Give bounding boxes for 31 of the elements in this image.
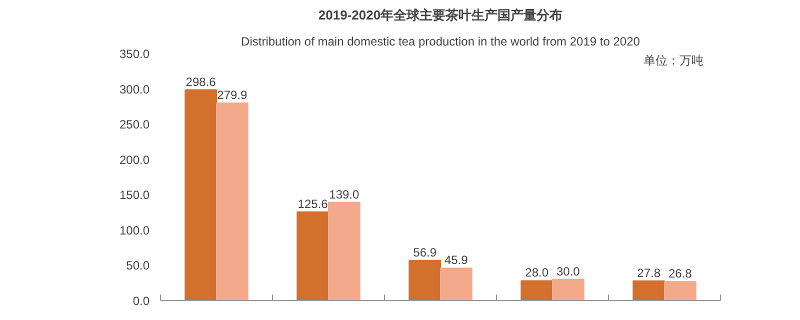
annotation: 单位：万吨: [644, 54, 704, 68]
data-label: 139.0: [329, 187, 360, 202]
chart-subtitle: Distribution of main domestic tea production in the world from 2019 to 2020: [241, 34, 640, 48]
bar: [216, 102, 248, 300]
data-label: 28.0: [525, 266, 549, 280]
bar: [296, 211, 329, 300]
data-label: 125.6: [298, 196, 328, 211]
data-label: 30.0: [556, 264, 580, 278]
y-tick-label: 0.0: [132, 294, 150, 308]
data-label: 56.9: [413, 245, 437, 260]
y-tick-label: 300.0: [119, 82, 150, 96]
data-label: 45.9: [444, 253, 468, 268]
bar: [664, 281, 696, 300]
y-tick-label: 100.0: [119, 223, 150, 238]
y-tick-label: 350.0: [119, 47, 150, 61]
y-tick-label: 50.0: [126, 258, 150, 273]
y-tick-label: 200.0: [119, 152, 150, 167]
data-label: 279.9: [217, 88, 248, 102]
data-label: 26.8: [668, 266, 692, 281]
bar: [408, 260, 441, 300]
data-label: 27.8: [637, 266, 661, 280]
bar: [184, 89, 217, 300]
bar: [632, 280, 665, 300]
bar: [328, 202, 360, 300]
bar: [552, 278, 584, 300]
bar: [440, 268, 472, 300]
y-tick-label: 250.0: [119, 118, 150, 132]
data-label: 298.6: [186, 74, 216, 89]
bar: [520, 280, 553, 300]
y-tick-label: 150.0: [119, 188, 150, 202]
chart-title: 2019-2020年全球主要茶叶生产国产量分布: [318, 8, 563, 22]
